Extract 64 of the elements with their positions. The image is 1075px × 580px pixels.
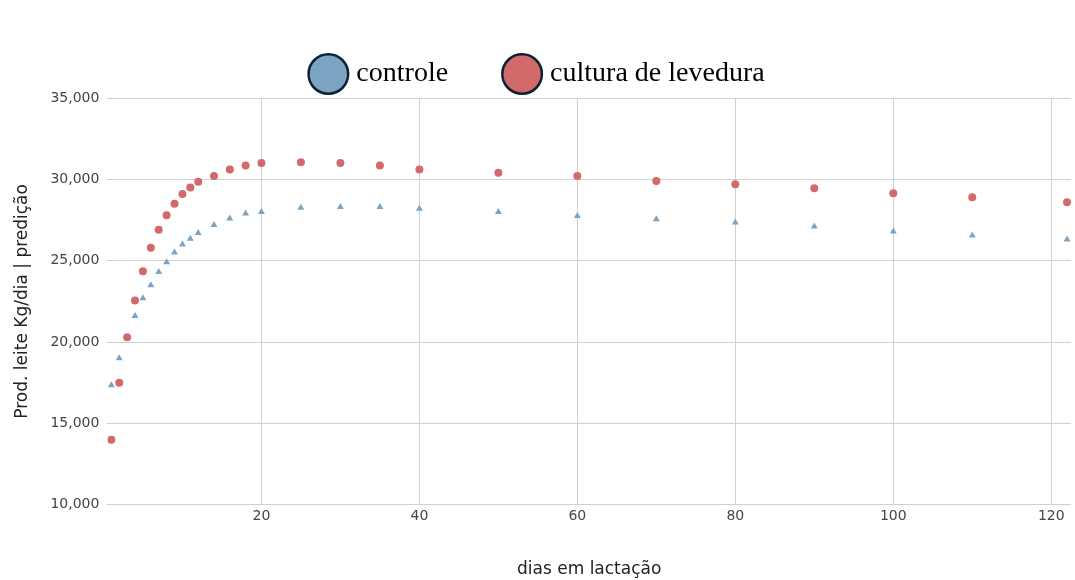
point — [146, 243, 155, 252]
point — [170, 199, 179, 208]
x-tick-label: 100 — [879, 506, 907, 523]
point — [573, 211, 581, 218]
x-tick-label: 60 — [568, 506, 587, 523]
y-tick-label: 25,000 — [50, 251, 100, 268]
legend-label: controle — [356, 56, 449, 88]
y-tick-label: 35,000 — [50, 88, 100, 105]
y-tick-label: 20,000 — [50, 332, 100, 349]
point — [336, 203, 344, 210]
point — [210, 172, 219, 181]
point — [257, 159, 266, 168]
legend-label: cultura de levedura — [550, 56, 766, 88]
point — [139, 294, 147, 301]
point — [573, 172, 582, 181]
point — [225, 165, 234, 174]
point — [210, 220, 218, 227]
point — [194, 229, 202, 236]
point — [241, 161, 250, 170]
point — [296, 158, 305, 167]
point — [810, 184, 819, 193]
point — [154, 225, 163, 234]
point — [375, 161, 384, 170]
point — [1063, 235, 1071, 242]
x-axis-title: dias em lactação — [517, 558, 662, 579]
point — [968, 193, 977, 202]
point — [297, 203, 305, 210]
point — [178, 190, 187, 199]
point — [494, 168, 503, 177]
point — [336, 159, 345, 168]
y-tick-label: 10,000 — [50, 495, 100, 512]
y-axis-title: Prod. leite Kg/dia | predição — [10, 184, 31, 419]
point — [652, 176, 661, 185]
point — [494, 207, 502, 214]
point — [415, 204, 423, 211]
point — [147, 281, 155, 288]
x-tick-label: 20 — [252, 506, 271, 523]
point — [889, 189, 898, 198]
point — [138, 267, 147, 276]
point — [155, 268, 163, 275]
point — [257, 207, 265, 214]
point — [107, 435, 116, 444]
point — [107, 381, 115, 388]
point — [242, 209, 250, 216]
point — [652, 215, 660, 222]
point — [115, 378, 124, 387]
point — [810, 222, 818, 229]
point — [186, 234, 194, 241]
y-tick-label: 15,000 — [50, 414, 100, 431]
point — [131, 296, 140, 305]
x-tick-label: 120 — [1037, 506, 1065, 523]
point — [131, 312, 139, 319]
point — [186, 183, 195, 192]
x-tick-label: 80 — [726, 506, 745, 523]
point — [415, 165, 424, 174]
point — [731, 180, 740, 189]
point — [162, 211, 171, 220]
point — [123, 333, 132, 342]
point — [1063, 198, 1071, 207]
point — [194, 177, 203, 186]
point — [171, 248, 178, 255]
point — [376, 203, 384, 210]
y-tick-label: 30,000 — [50, 170, 100, 186]
x-tick-label: 40 — [410, 506, 429, 523]
